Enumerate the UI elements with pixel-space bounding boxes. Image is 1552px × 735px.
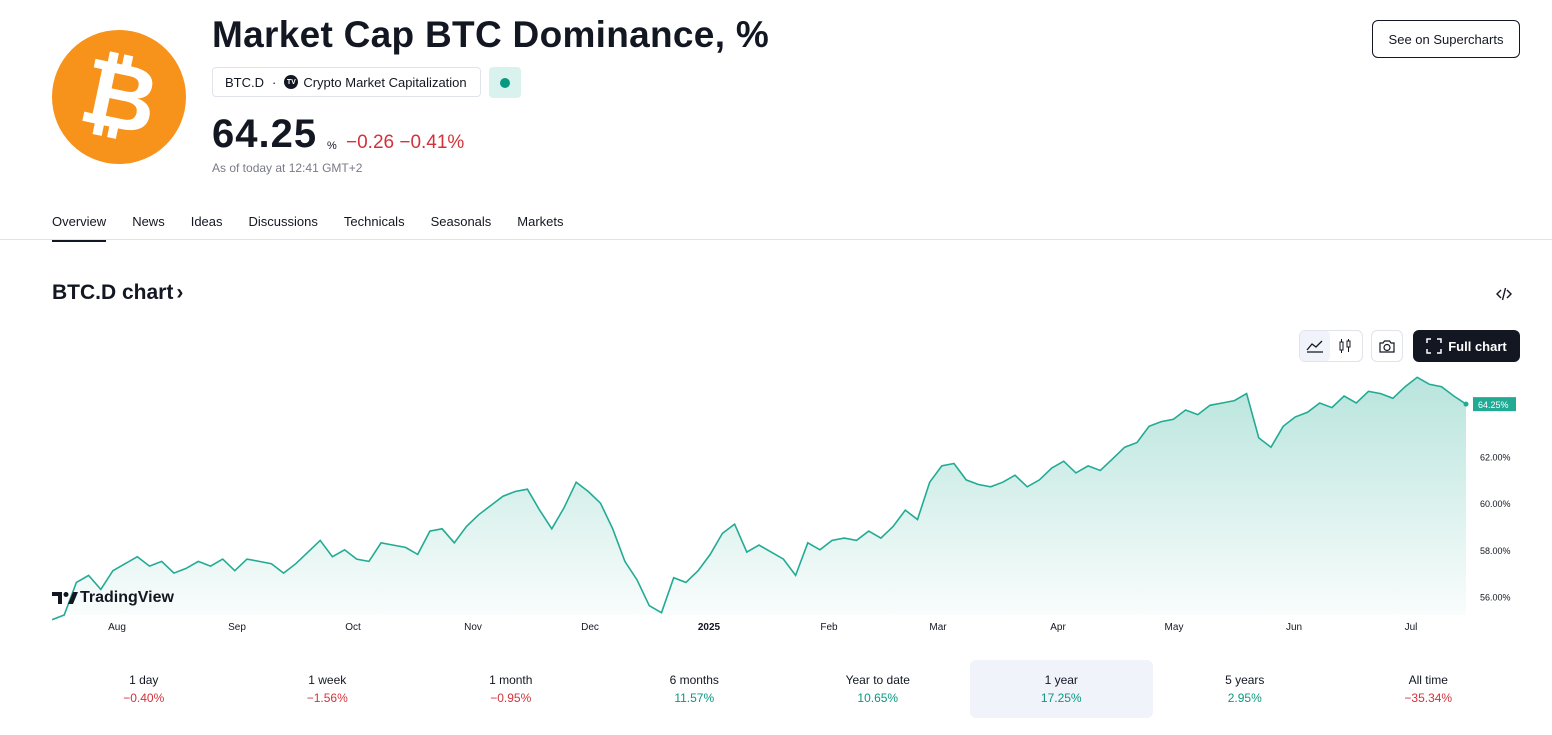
tab-discussions[interactable]: Discussions [248,214,318,229]
x-tick-label: Jul [1405,622,1418,633]
period-6-months[interactable]: 6 months 11.57% [603,660,787,718]
market-status-button[interactable] [489,67,521,98]
page-title: Market Cap BTC Dominance, % [212,14,770,55]
status-dot-icon [500,77,510,88]
tab-ideas[interactable]: Ideas [190,214,223,229]
last-point [1463,401,1469,407]
period-change: −0.40% [123,691,165,705]
period-1-month[interactable]: 1 month −0.95% [419,660,603,718]
x-tick-label: Dec [581,622,599,633]
x-tick-label: Nov [464,622,482,633]
x-tick-label: May [1165,622,1184,633]
period-1-week[interactable]: 1 week −1.56% [236,660,420,718]
x-tick-label: Mar [929,622,947,633]
tab-news[interactable]: News [132,214,165,229]
chart-title-link[interactable]: BTC.D chart › [52,281,183,305]
area-chart-icon[interactable] [1300,331,1330,361]
tab-technicals[interactable]: Technicals [343,214,405,229]
x-tick-label: Apr [1050,622,1066,633]
source-label: Crypto Market Capitalization [303,74,467,90]
series-line [52,376,1467,621]
tab-divider [0,239,1552,240]
period-label: Year to date [845,673,910,687]
x-tick-label: Aug [108,622,126,633]
tab-seasonals[interactable]: Seasonals [430,214,492,229]
period-change: 2.95% [1227,691,1262,705]
full-chart-button[interactable]: Full chart [1413,330,1520,362]
period-5-years[interactable]: 5 years 2.95% [1153,660,1337,718]
chart-title: BTC.D chart [52,281,174,304]
tradingview-logo: TradingView [52,589,174,607]
bitcoin-icon: ₿ [71,39,167,155]
tradingview-small-icon: TV [284,75,299,89]
period-change: −1.56% [306,691,348,705]
price-chart[interactable]: 56.00% 58.00% 60.00% 62.00% 64.25% Aug Sep Oct N… [52,370,1520,640]
period-label: 1 month [489,673,533,687]
period-1-year[interactable]: 1 year 17.25% [969,660,1153,718]
bitcoin-logo: ₿ [52,30,186,164]
price-change: −0.26 −0.41% [346,132,465,153]
performance-strip: 1 day −0.40% 1 week −1.56% 1 month −0.95% 6 mo… [52,660,1520,718]
price-unit: % [327,140,337,152]
period-change: 11.57% [674,691,715,705]
x-tick-label: Jun [1286,622,1302,633]
symbol-label: BTC.D [225,74,264,90]
chevron-right-icon: › [176,281,184,304]
chart-style-toggle [1299,330,1363,362]
camera-icon[interactable] [1371,330,1403,362]
tab-markets[interactable]: Markets [517,214,564,229]
fullscreen-icon [1426,338,1442,354]
separator: · [272,74,277,90]
period-label: All time [1408,673,1448,687]
candles-icon[interactable] [1330,331,1360,361]
see-on-supercharts-button[interactable]: See on Supercharts [1372,20,1520,58]
symbol-pill[interactable]: BTC.D · TV Crypto Market Capitalization [212,67,481,97]
x-tick-label: Sep [228,622,246,633]
last-price: 64.25 [212,112,318,156]
code-icon[interactable] [1493,284,1515,304]
period-label: 1 day [129,673,159,687]
period-1-day[interactable]: 1 day −0.40% [52,660,236,718]
last-value-label: 64.25% [1478,400,1509,410]
period-label: 1 year [1044,673,1078,687]
y-tick-label: 60.00% [1480,499,1511,509]
as-of-timestamp: As of today at 12:41 GMT+2 [212,161,363,175]
x-tick-label: Oct [345,622,361,633]
last-value-badge [1473,397,1516,412]
period-label: 5 years [1225,673,1265,687]
period-label: 6 months [669,673,719,687]
period-label: 1 week [308,673,347,687]
period-change: 17.25% [1040,691,1082,705]
period-change: −35.34% [1404,691,1453,705]
y-tick-label: 62.00% [1480,453,1511,463]
period-all-time[interactable]: All time −35.34% [1337,660,1521,718]
x-tick-label: Feb [820,622,838,633]
area-fill [52,377,1466,620]
y-tick-label: 58.00% [1480,546,1511,556]
x-tick-label: 2025 [698,622,721,633]
period-change: −0.95% [490,691,532,705]
period-change: 10.65% [857,691,899,705]
period-year-to-date[interactable]: Year to date 10.65% [786,660,970,718]
tab-overview[interactable]: Overview [52,212,107,242]
y-tick-label: 56.00% [1480,592,1511,602]
full-chart-label: Full chart [1448,338,1507,354]
tab-bar: Overview News Ideas Discussions Technicals Se… [52,212,590,242]
